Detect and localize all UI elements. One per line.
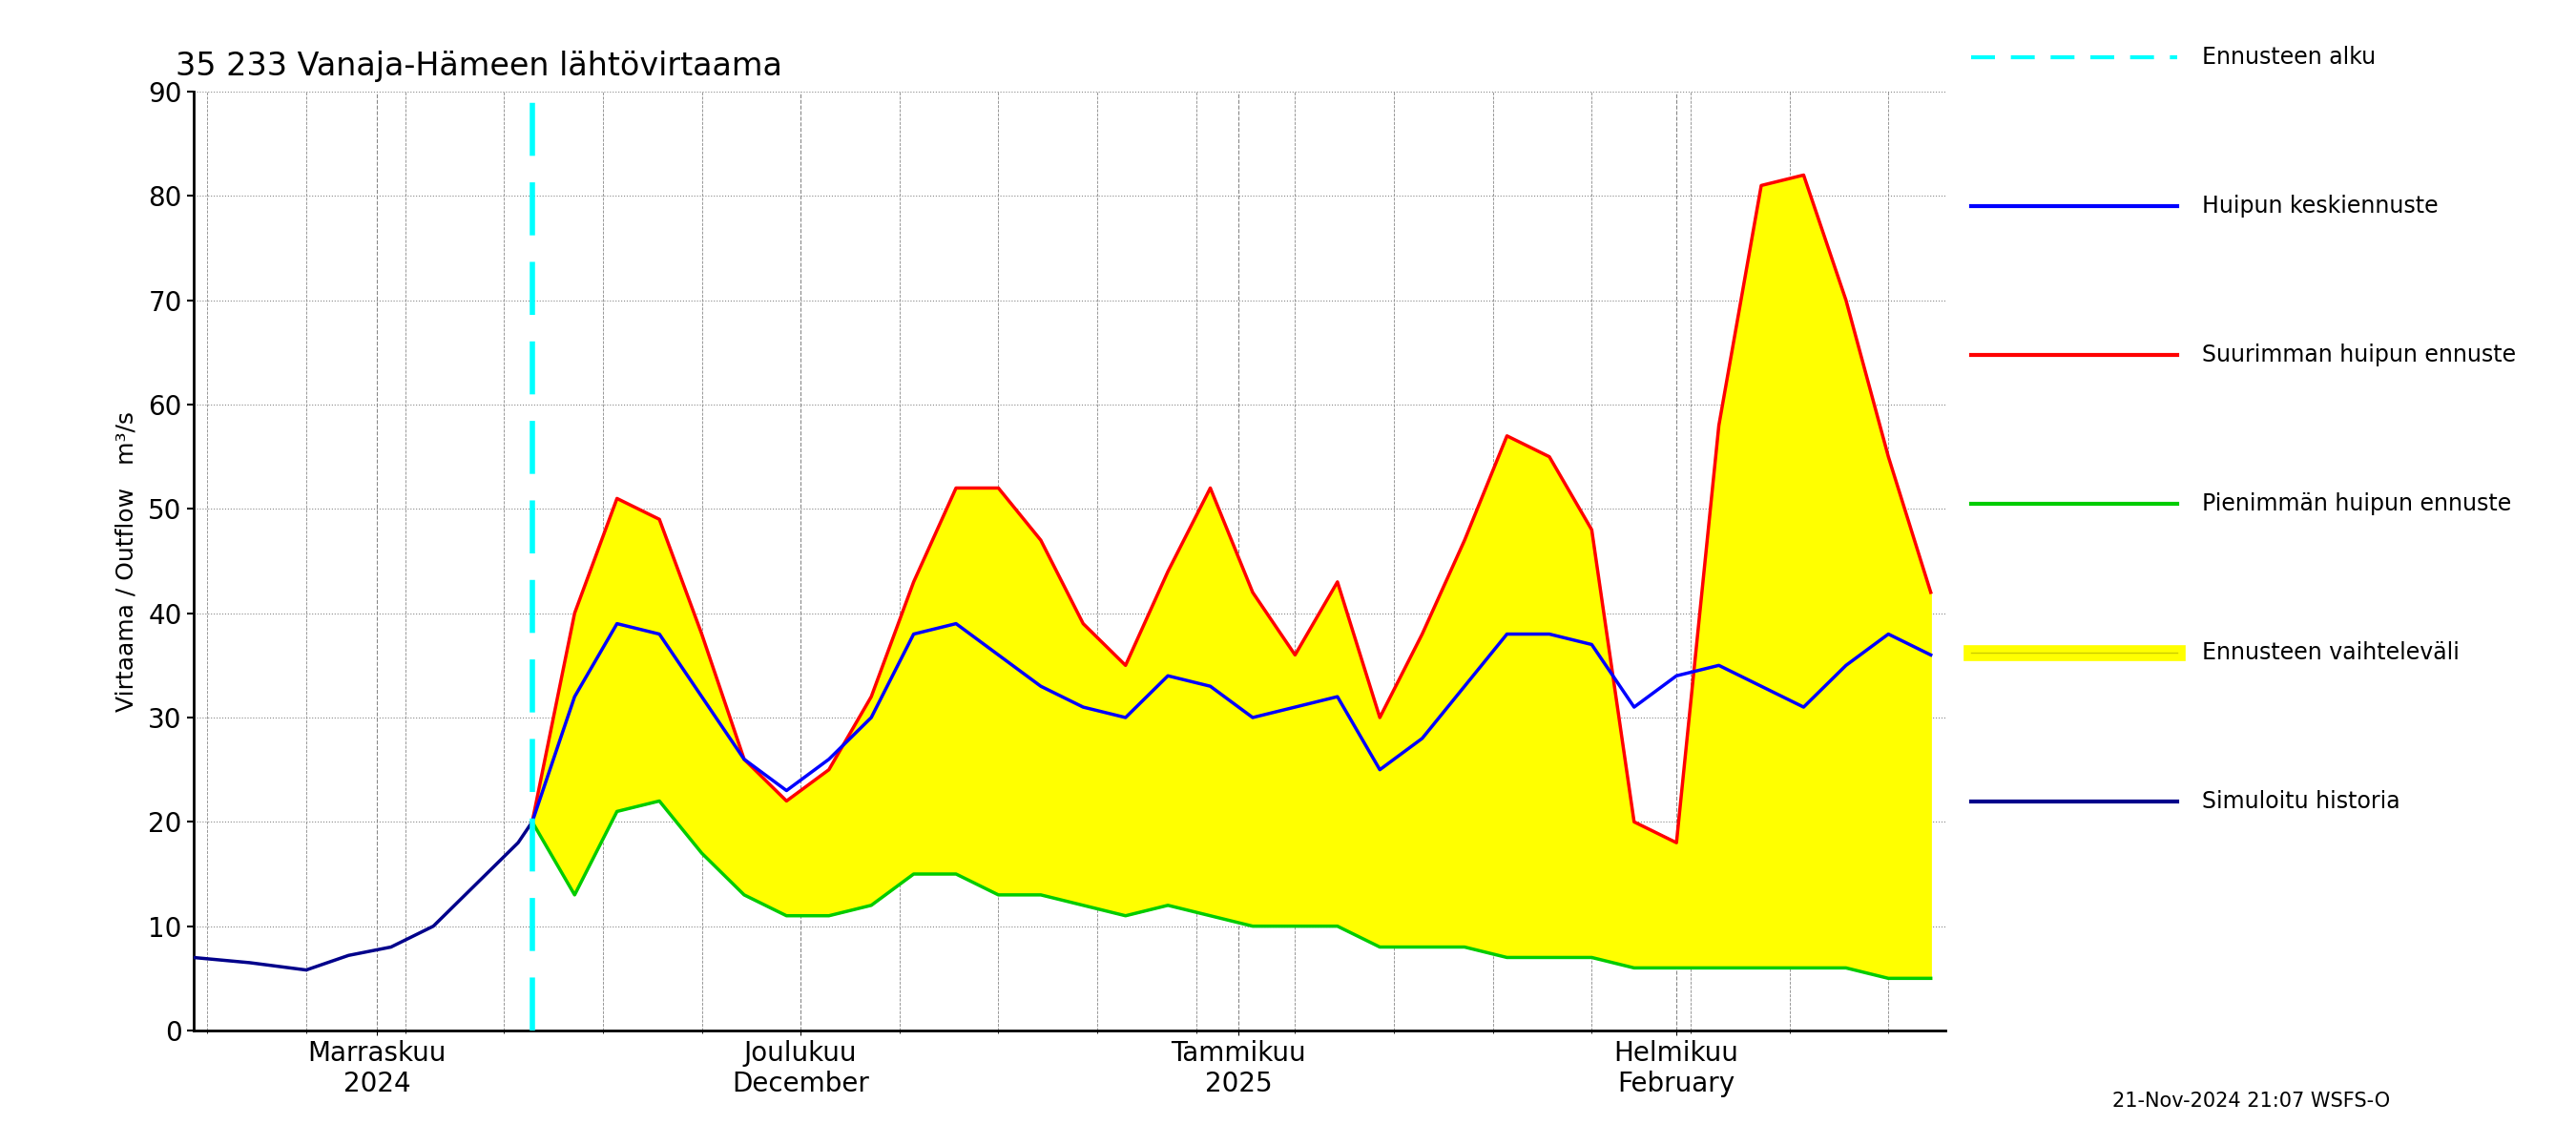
Text: Simuloitu historia: Simuloitu historia (2202, 790, 2401, 813)
Text: Huipun keskiennuste: Huipun keskiennuste (2202, 195, 2439, 218)
Text: Ennusteen alku: Ennusteen alku (2202, 46, 2375, 69)
Text: 35 233 Vanaja-Hämeen lähtövirtaama: 35 233 Vanaja-Hämeen lähtövirtaama (175, 50, 783, 82)
Text: Pienimmän huipun ennuste: Pienimmän huipun ennuste (2202, 492, 2512, 515)
Text: Ennusteen vaihteleväli: Ennusteen vaihteleväli (2202, 641, 2460, 664)
Text: Suurimman huipun ennuste: Suurimman huipun ennuste (2202, 344, 2517, 366)
Text: 21-Nov-2024 21:07 WSFS-O: 21-Nov-2024 21:07 WSFS-O (2112, 1091, 2391, 1111)
Y-axis label: Virtaama / Outflow   m³/s: Virtaama / Outflow m³/s (113, 411, 137, 711)
